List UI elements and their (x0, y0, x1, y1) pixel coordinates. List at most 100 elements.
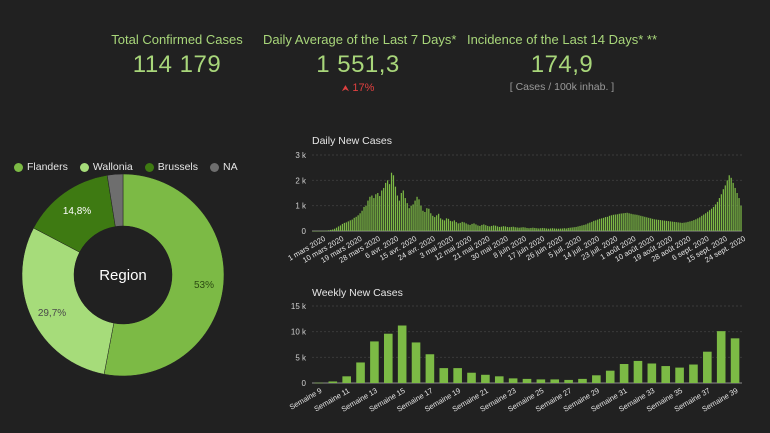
daily-new-cases-bar[interactable] (695, 219, 697, 231)
daily-new-cases-bar[interactable] (612, 214, 615, 231)
daily-new-cases-bar[interactable] (540, 228, 542, 231)
daily-new-cases-bar[interactable] (599, 218, 601, 231)
daily-new-cases-bar[interactable] (606, 216, 609, 231)
daily-new-cases-bar[interactable] (579, 225, 581, 231)
daily-new-cases-bar[interactable] (638, 215, 640, 231)
daily-new-cases-bar[interactable] (646, 217, 648, 231)
daily-new-cases-bar[interactable] (516, 227, 518, 231)
daily-new-cases-bar[interactable] (705, 213, 707, 231)
daily-new-cases-bar[interactable] (654, 219, 656, 231)
daily-new-cases-bar[interactable] (381, 190, 383, 231)
daily-new-cases-bar[interactable] (608, 215, 611, 231)
daily-new-cases-bar[interactable] (687, 221, 689, 231)
daily-new-cases-bar[interactable] (402, 190, 404, 231)
daily-new-cases-bar[interactable] (701, 215, 703, 231)
daily-new-cases-bar[interactable] (730, 177, 732, 231)
weekly-new-cases-bar[interactable] (328, 381, 338, 383)
daily-new-cases-bar[interactable] (569, 227, 571, 231)
daily-new-cases-bar[interactable] (524, 227, 526, 231)
daily-new-cases-bar[interactable] (320, 230, 322, 232)
weekly-new-cases-bar[interactable] (647, 363, 657, 383)
weekly-new-cases-bar[interactable] (578, 378, 587, 383)
daily-new-cases-bar[interactable] (714, 204, 717, 231)
weekly-new-cases-bar[interactable] (453, 368, 462, 383)
daily-new-cases-bar[interactable] (738, 198, 740, 231)
daily-new-cases-bar[interactable] (392, 175, 395, 231)
weekly-new-cases-bar[interactable] (522, 378, 532, 383)
daily-new-cases-bar[interactable] (583, 224, 585, 231)
daily-new-cases-bar[interactable] (328, 230, 330, 231)
daily-new-cases-bar[interactable] (547, 228, 550, 231)
daily-new-cases-bar[interactable] (386, 180, 389, 231)
daily-new-cases-bar[interactable] (624, 213, 626, 231)
daily-new-cases-bar[interactable] (491, 225, 493, 231)
daily-new-cases-bar[interactable] (595, 220, 597, 231)
daily-new-cases-bar[interactable] (553, 228, 556, 231)
daily-new-cases-bar[interactable] (593, 220, 595, 231)
daily-new-cases-bar[interactable] (665, 220, 668, 231)
daily-new-cases-bar[interactable] (522, 227, 524, 231)
daily-new-cases-bar[interactable] (630, 213, 632, 231)
daily-new-cases-bar[interactable] (650, 218, 652, 231)
weekly-new-cases-bar[interactable] (716, 331, 726, 383)
daily-new-cases-bar[interactable] (341, 223, 344, 231)
weekly-new-cases-bar[interactable] (605, 370, 615, 383)
daily-new-cases-bar[interactable] (333, 228, 336, 231)
daily-new-cases-bar[interactable] (667, 221, 669, 231)
daily-new-cases-bar[interactable] (408, 208, 410, 231)
daily-new-cases-bar[interactable] (634, 214, 636, 231)
daily-new-cases-bar[interactable] (538, 228, 540, 231)
daily-new-cases-bar[interactable] (575, 226, 577, 231)
daily-new-cases-bar[interactable] (467, 224, 469, 231)
daily-new-cases-bar[interactable] (736, 193, 738, 231)
weekly-new-cases-bar[interactable] (689, 364, 698, 383)
daily-new-cases-bar[interactable] (455, 222, 457, 231)
daily-new-cases-bar[interactable] (473, 223, 475, 231)
daily-new-cases-bar[interactable] (500, 226, 503, 231)
daily-new-cases-bar[interactable] (449, 220, 452, 231)
daily-new-cases-bar[interactable] (359, 213, 361, 231)
daily-new-cases-bar[interactable] (496, 226, 499, 231)
daily-new-cases-bar[interactable] (428, 208, 430, 231)
daily-new-cases-bar[interactable] (732, 182, 734, 231)
weekly-new-cases-bar[interactable] (730, 338, 740, 383)
daily-new-cases-bar[interactable] (518, 227, 520, 231)
daily-new-cases-bar[interactable] (404, 198, 406, 231)
weekly-new-cases-bar[interactable] (550, 379, 560, 383)
daily-new-cases-bar[interactable] (708, 210, 711, 231)
daily-new-cases-bar[interactable] (447, 218, 450, 231)
daily-new-cases-bar[interactable] (728, 175, 730, 231)
weekly-new-cases-bar[interactable] (467, 372, 476, 383)
daily-new-cases-bar[interactable] (377, 193, 379, 231)
daily-new-cases-bar[interactable] (679, 222, 681, 231)
daily-new-cases-bar[interactable] (502, 226, 505, 231)
daily-new-cases-bar[interactable] (506, 226, 508, 231)
daily-new-cases-bar[interactable] (673, 221, 675, 231)
daily-new-cases-bar[interactable] (652, 218, 654, 231)
daily-new-cases-bar[interactable] (481, 224, 483, 231)
daily-new-cases-bar[interactable] (418, 199, 420, 231)
daily-new-cases-bar[interactable] (675, 222, 677, 231)
daily-new-cases-bar[interactable] (628, 213, 630, 231)
daily-new-cases-bar[interactable] (426, 208, 428, 231)
daily-new-cases-bar[interactable] (703, 214, 705, 231)
daily-new-cases-bar[interactable] (487, 225, 489, 231)
daily-new-cases-bar[interactable] (343, 222, 346, 231)
daily-new-cases-bar[interactable] (618, 213, 620, 231)
daily-new-cases-bar[interactable] (339, 225, 342, 231)
daily-new-cases-bar[interactable] (349, 220, 351, 231)
daily-new-cases-bar[interactable] (406, 203, 408, 231)
daily-new-cases-bar[interactable] (485, 225, 487, 231)
daily-new-cases-bar[interactable] (712, 206, 715, 231)
weekly-new-cases-bar[interactable] (383, 333, 393, 383)
daily-new-cases-bar[interactable] (542, 227, 544, 231)
weekly-new-cases-bar[interactable] (633, 360, 643, 383)
daily-new-cases-bar[interactable] (337, 226, 340, 231)
weekly-new-cases-bar[interactable] (314, 382, 324, 384)
daily-new-cases-bar[interactable] (322, 230, 324, 232)
daily-new-cases-bar[interactable] (463, 222, 465, 231)
daily-new-cases-bar[interactable] (707, 211, 709, 231)
daily-new-cases-bar[interactable] (375, 194, 377, 231)
daily-new-cases-bar[interactable] (544, 228, 546, 231)
daily-new-cases-bar[interactable] (504, 226, 507, 231)
